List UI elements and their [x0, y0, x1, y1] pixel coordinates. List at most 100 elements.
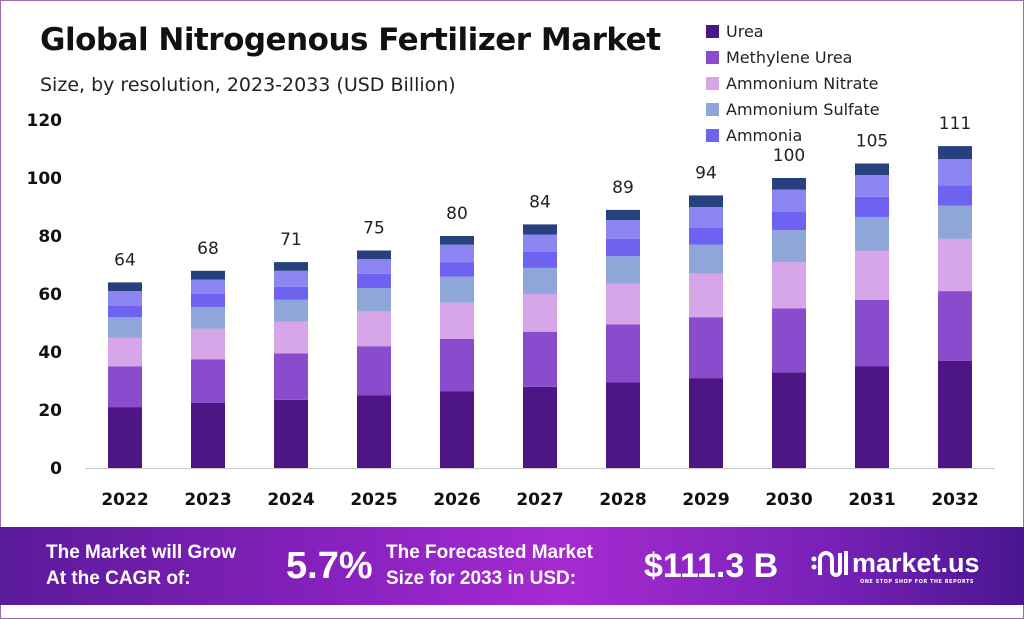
bar-segment-urea-2027 — [523, 386, 557, 468]
y-tick-label: 120 — [27, 111, 63, 131]
bar-segment-urea-2029 — [689, 378, 723, 468]
legend-label: Methylene Urea — [726, 47, 853, 67]
bar-segment-ammonia-2031 — [855, 196, 889, 218]
bar-segment-methylene-urea-2030 — [772, 308, 806, 373]
bar-segment-urea-2025 — [357, 395, 391, 468]
bar-segment-ammonium-nitrate-2029 — [689, 273, 723, 318]
bar-segment-urea-2031 — [855, 366, 889, 468]
summary-banner: The Market will Grow At the CAGR of: 5.7… — [0, 527, 1024, 605]
total-label: 94 — [695, 163, 717, 183]
x-tick-label: 2029 — [682, 490, 729, 510]
bar-segment-series-6-2031 — [855, 163, 889, 176]
chart-subtitle: Size, by resolution, 2023-2033 (USD Bill… — [40, 74, 456, 96]
bar-segment-ammonium-sulfate-2025 — [357, 288, 391, 312]
bar-segment-ammonium-nitrate-2026 — [440, 302, 474, 339]
bar-segment-ammonium-nitrate-2024 — [274, 321, 308, 354]
y-tick-label: 20 — [38, 401, 62, 421]
x-tick-label: 2030 — [765, 490, 812, 510]
bar-segment-methylene-urea-2022 — [108, 366, 142, 408]
bar-segment-urea-2028 — [606, 382, 640, 468]
bar-segment-urea-2032 — [938, 360, 972, 468]
cagr-value: 5.7% — [286, 545, 373, 587]
bar-segment-ammonia-2028 — [606, 238, 640, 257]
bar-segment-ammonium-nitrate-2023 — [191, 328, 225, 360]
legend-item: Ammonia — [706, 122, 880, 148]
bar-segment-series-5-2025 — [357, 259, 391, 274]
bar-segment-series-6-2028 — [606, 209, 640, 221]
bar-segment-ammonia-2029 — [689, 227, 723, 245]
y-tick-label: 0 — [50, 459, 62, 479]
total-label: 84 — [529, 192, 551, 212]
bar-segment-ammonia-2025 — [357, 273, 391, 289]
stacked-bar-chart: 0 20 40 60 80 100 120 64 2022 68 2023 71 2024 75 2025 8… — [27, 111, 995, 510]
bar-segment-methylene-urea-2025 — [357, 346, 391, 396]
x-tick-label: 2026 — [433, 490, 480, 510]
forecast-label-line1: The Forecasted Market — [386, 542, 593, 563]
bar-segment-series-6-2025 — [357, 250, 391, 260]
bar-segment-methylene-urea-2031 — [855, 299, 889, 367]
cagr-label: The Market will Grow At the CAGR of: — [46, 540, 236, 592]
total-label: 105 — [856, 132, 888, 152]
bar-segment-series-5-2029 — [689, 207, 723, 228]
x-tick-label: 2032 — [931, 490, 978, 510]
legend-swatch — [706, 102, 719, 116]
legend-swatch — [706, 128, 719, 142]
bar-segment-ammonium-sulfate-2028 — [606, 256, 640, 284]
bar-segment-series-5-2024 — [274, 270, 308, 287]
bar-segment-ammonium-sulfate-2023 — [191, 307, 225, 329]
x-tick-label: 2024 — [267, 490, 314, 510]
bar-segment-series-6-2026 — [440, 236, 474, 245]
bar-segment-series-6-2032 — [938, 146, 972, 160]
bar-segment-ammonium-nitrate-2027 — [523, 294, 557, 332]
bar-segment-ammonia-2026 — [440, 262, 474, 277]
forecast-value: $111.3 B — [644, 547, 779, 585]
market-us-logo: market.us ONE STOP SHOP FOR THE REPORTS — [808, 545, 980, 585]
bar-segment-ammonia-2027 — [523, 251, 557, 268]
x-tick-label: 2022 — [101, 490, 148, 510]
total-label: 68 — [197, 239, 219, 259]
y-tick-label: 60 — [38, 285, 62, 305]
bar-segment-ammonium-nitrate-2032 — [938, 238, 972, 292]
x-tick-label: 2031 — [848, 490, 895, 510]
chart-title: Global Nitrogenous Fertilizer Market — [40, 22, 661, 58]
bar-segment-ammonium-sulfate-2027 — [523, 267, 557, 294]
bar-segment-series-6-2027 — [523, 224, 557, 235]
bar-segment-series-5-2031 — [855, 175, 889, 197]
total-label: 80 — [446, 204, 468, 224]
bar-segment-ammonium-sulfate-2024 — [274, 299, 308, 322]
legend-label: Ammonium Sulfate — [726, 99, 880, 119]
bar-segment-ammonia-2023 — [191, 294, 225, 308]
bar-segment-urea-2030 — [772, 372, 806, 468]
bar-segment-series-5-2026 — [440, 244, 474, 263]
logo-tagline: ONE STOP SHOP FOR THE REPORTS — [860, 579, 975, 585]
legend-swatch — [706, 24, 719, 38]
legend-item: Ammonium Sulfate — [706, 96, 880, 122]
bar-segment-methylene-urea-2027 — [523, 331, 557, 387]
total-label: 111 — [939, 114, 971, 134]
bar-segment-methylene-urea-2029 — [689, 317, 723, 379]
total-label: 89 — [612, 178, 634, 198]
bar-segment-series-6-2024 — [274, 262, 308, 271]
bar-segment-methylene-urea-2028 — [606, 324, 640, 383]
legend-label: Ammonia — [726, 125, 803, 145]
legend-item: Methylene Urea — [706, 44, 880, 70]
bar-segment-ammonium-nitrate-2022 — [108, 337, 142, 367]
y-tick-label: 40 — [38, 343, 62, 363]
bar-segment-series-5-2032 — [938, 159, 972, 186]
x-tick-label: 2027 — [516, 490, 563, 510]
cagr-label-line1: The Market will Grow — [46, 542, 237, 563]
logo-icon — [811, 551, 848, 577]
bar-segment-methylene-urea-2032 — [938, 291, 972, 361]
cagr-label-line2: At the CAGR of: — [46, 568, 191, 589]
bar-segment-series-5-2023 — [191, 279, 225, 294]
bar-segment-ammonia-2022 — [108, 305, 142, 318]
bar-segment-ammonium-sulfate-2029 — [689, 244, 723, 274]
legend: Urea Methylene Urea Ammonium Nitrate Ammoni… — [706, 18, 880, 148]
bar-segment-ammonium-sulfate-2032 — [938, 205, 972, 239]
logo-text: market.us — [852, 547, 980, 578]
bar-segment-ammonium-nitrate-2031 — [855, 250, 889, 300]
legend-item: Urea — [706, 18, 880, 44]
legend-item: Ammonium Nitrate — [706, 70, 880, 96]
legend-swatch — [706, 76, 719, 90]
bar-segment-ammonium-sulfate-2031 — [855, 217, 889, 251]
